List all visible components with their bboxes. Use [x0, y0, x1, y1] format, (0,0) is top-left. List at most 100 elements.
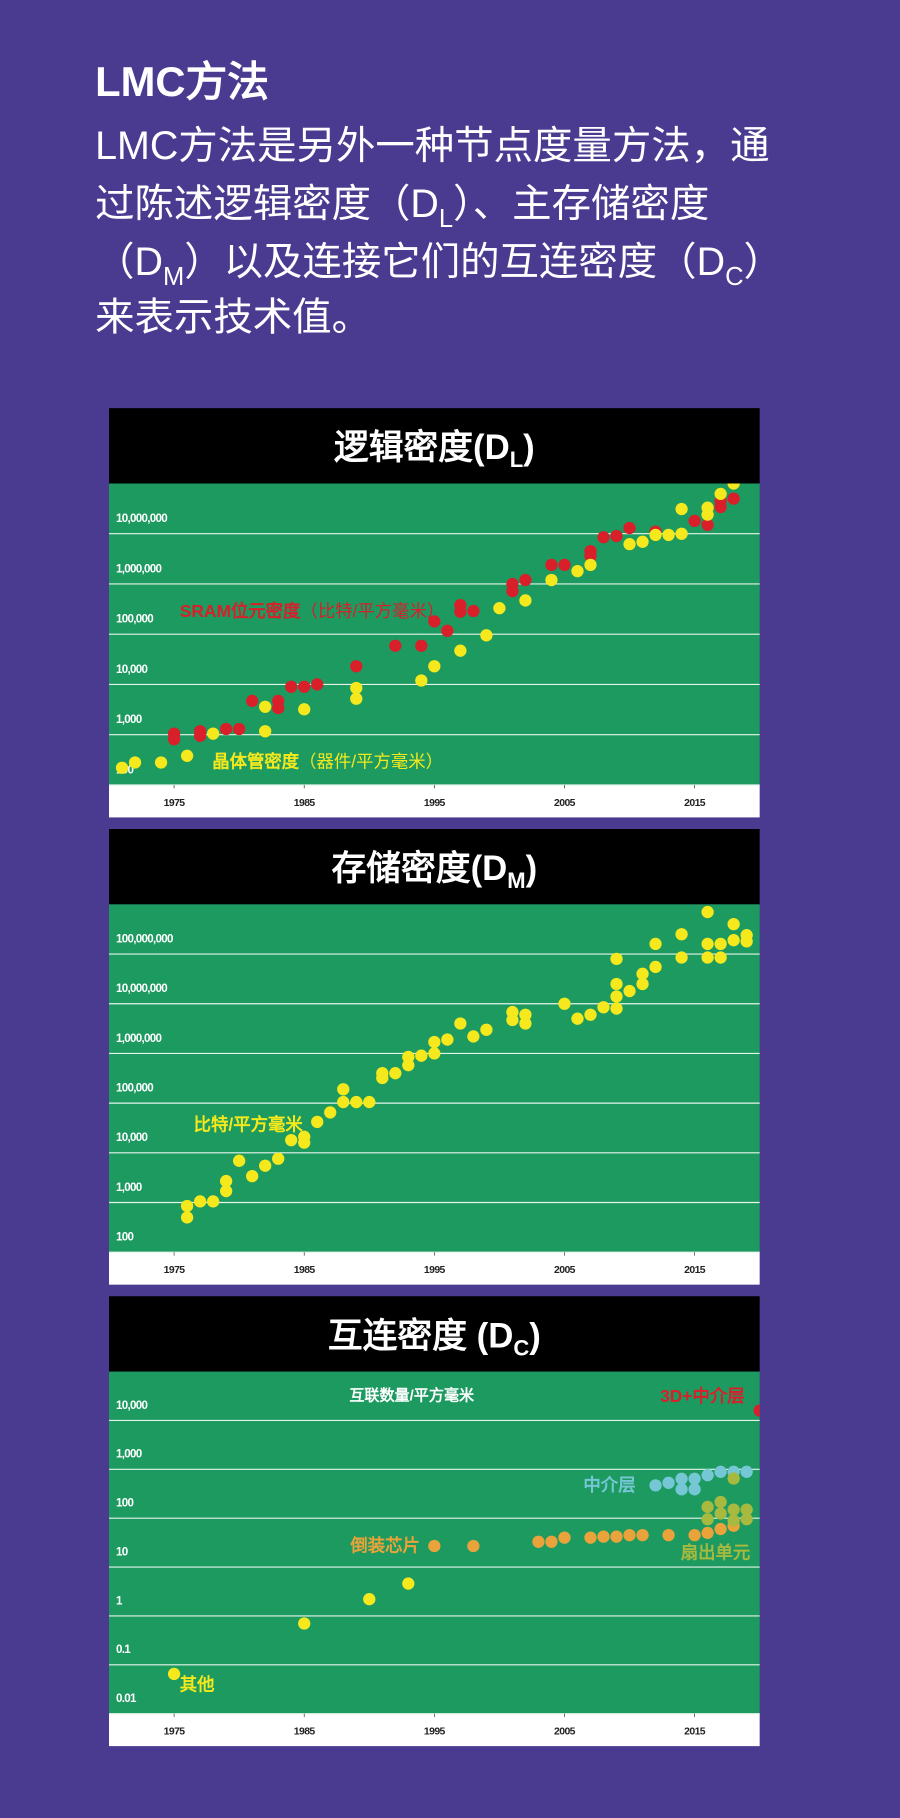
point: [180, 749, 194, 762]
point: [154, 756, 168, 769]
point: [519, 1008, 532, 1021]
point: [467, 1539, 480, 1553]
point: [233, 1154, 246, 1167]
point: [675, 1472, 688, 1485]
point: [688, 1529, 701, 1542]
series-unit: （比特/平方毫米）: [300, 601, 444, 621]
chart-title-sub: L: [510, 447, 523, 472]
chart-title: 存储密度(DM): [331, 848, 537, 893]
intro-text: 来表示技术值。: [95, 295, 371, 339]
point: [584, 558, 597, 572]
point: [649, 1479, 662, 1492]
point: [610, 952, 623, 966]
y-tick-label: 10,000: [116, 664, 147, 676]
point: [180, 1211, 194, 1224]
point: [571, 565, 584, 578]
point: [675, 1483, 688, 1496]
y-tick-label: 1,000,000: [116, 1033, 162, 1045]
point: [714, 1465, 727, 1478]
point: [337, 1083, 350, 1096]
y-tick-label: 1: [116, 1595, 123, 1607]
chart-title-text: 互连密度 (D: [328, 1315, 513, 1355]
series-label: 其他: [180, 1674, 215, 1694]
point: [441, 624, 454, 637]
intro-text: ）: [743, 240, 782, 284]
chart-title-end: ): [529, 1317, 541, 1355]
point: [675, 502, 688, 516]
point: [610, 1002, 623, 1015]
chart-title: 互连密度 (DC): [328, 1315, 541, 1360]
point: [298, 680, 311, 693]
series-name: 其他: [180, 1674, 215, 1694]
point: [532, 1535, 545, 1548]
y-tick-label: 10: [116, 1546, 128, 1558]
point: [272, 701, 285, 715]
point: [701, 905, 714, 919]
point: [558, 558, 571, 572]
x-tick-label: 2005: [554, 1727, 576, 1738]
point: [649, 960, 662, 974]
x-tick-label: 1985: [294, 1265, 316, 1276]
subscript: M: [163, 263, 184, 291]
point: [675, 951, 688, 964]
series-name: 扇出单元: [681, 1542, 751, 1562]
point: [727, 1472, 740, 1485]
point: [623, 1529, 636, 1542]
point: [714, 1507, 727, 1520]
point: [272, 1152, 285, 1165]
point: [727, 483, 740, 490]
point: [714, 937, 727, 951]
point: [376, 1071, 389, 1085]
y-tick-label: 100,000: [116, 1083, 153, 1095]
point: [519, 573, 532, 587]
intro-text: ）、主存储密度: [453, 182, 709, 226]
point: [167, 733, 181, 746]
point: [428, 1047, 441, 1060]
chart-title-text: 逻辑密度(D: [334, 427, 510, 467]
point: [636, 1529, 649, 1542]
series-label: 扇出单元: [681, 1542, 751, 1562]
point: [545, 573, 558, 587]
series-label: 倒装芯片: [349, 1535, 420, 1555]
point: [649, 528, 662, 541]
x-tick-label: 1975: [164, 1727, 186, 1738]
point: [701, 951, 714, 964]
point: [701, 518, 714, 532]
point: [350, 1095, 363, 1109]
y-tick-label: 1,000: [116, 1449, 142, 1461]
point: [610, 529, 623, 543]
point: [467, 1030, 480, 1043]
x-tick-label: 2005: [554, 1265, 576, 1276]
point: [337, 1095, 350, 1109]
point: [662, 1476, 675, 1489]
point: [636, 967, 649, 980]
x-axis-strip: [109, 1252, 760, 1285]
y-tick-label: 100: [116, 1498, 133, 1510]
chart-title-end: ): [526, 850, 538, 888]
points: [167, 1404, 760, 1681]
point: [467, 604, 480, 618]
subscript: L: [439, 205, 453, 233]
point: [441, 1033, 454, 1046]
point: [610, 977, 623, 991]
point: [506, 1013, 519, 1027]
intro-line: 来表示技术值。: [95, 295, 371, 339]
point: [324, 1106, 337, 1119]
point: [193, 729, 207, 742]
point: [246, 694, 259, 708]
point: [246, 1169, 259, 1183]
intro-text: ）以及连接它们的互连密度（D: [184, 240, 725, 284]
point: [740, 1503, 753, 1516]
point: [701, 937, 714, 951]
series-name: SRAM位元密度: [180, 601, 301, 621]
x-tick-label: 2005: [554, 798, 576, 809]
series-label: SRAM位元密度（比特/平方毫米）: [180, 601, 445, 621]
series-name: 3D+中介层: [660, 1386, 744, 1406]
point: [740, 1513, 753, 1526]
point: [727, 492, 740, 505]
point: [675, 527, 688, 540]
chart-title-sub: M: [507, 868, 525, 893]
x-axis-strip: [109, 1713, 760, 1747]
point: [115, 761, 129, 774]
